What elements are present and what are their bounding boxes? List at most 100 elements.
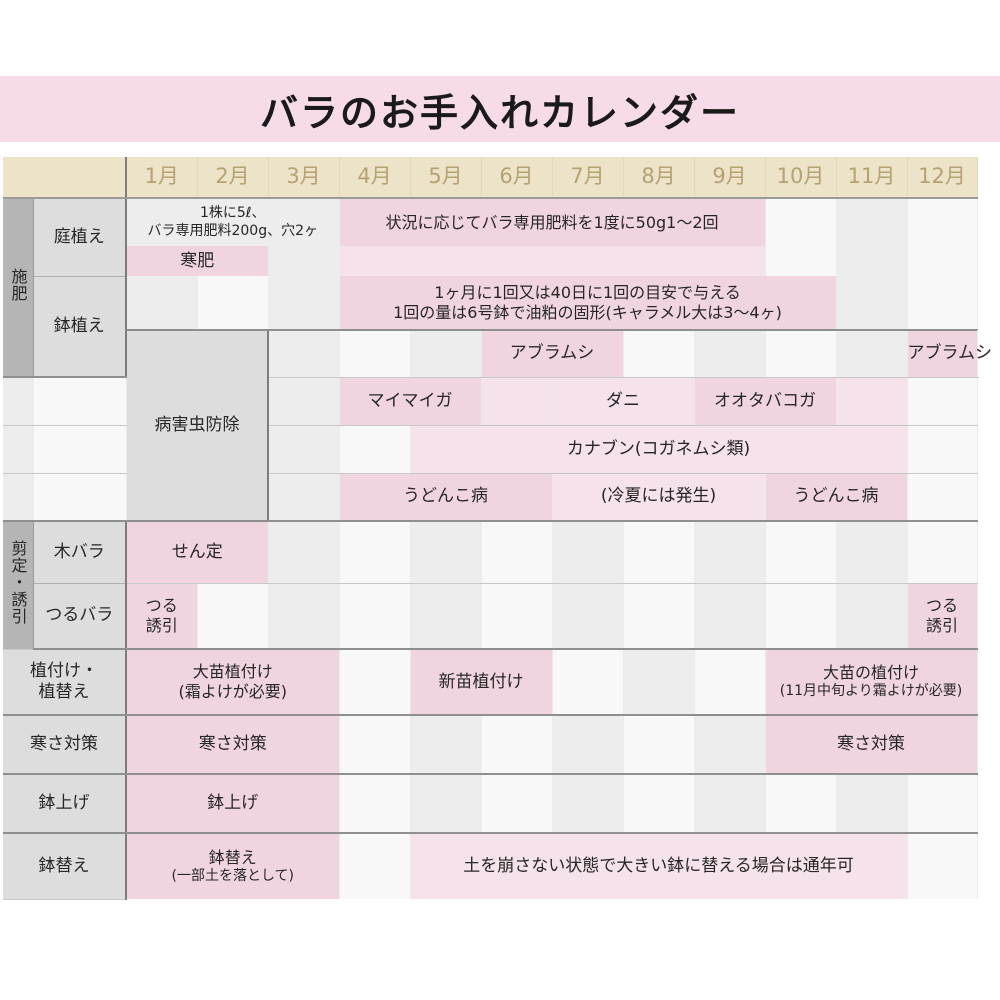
- section-label-fertilizer-text: 施肥: [8, 268, 28, 303]
- row-cold-protection: 寒さ対策 寒さ対策 寒さ対策: [3, 715, 978, 775]
- pest-aphid-autumn-text: アブラムシ: [907, 343, 993, 364]
- cell-kanpi-m11: [836, 246, 908, 276]
- row-garden-planting: 施肥 庭植え 1株に5ℓ、 バラ専用肥料200g、穴2ヶ 状況に応じてバラ専用肥…: [3, 198, 978, 378]
- cell-climb-m6: [481, 583, 553, 650]
- cell-potup-m10: [765, 774, 837, 834]
- cell-plant-m8: [623, 649, 695, 716]
- month-header-6: 6月: [481, 157, 553, 199]
- cell-kanpi-m12: [907, 246, 978, 276]
- cell-pest2-m3: [268, 377, 340, 426]
- cell-bush-m12: [907, 521, 978, 584]
- cell-bush-m6: [481, 521, 553, 584]
- cell-pot-m1: [126, 276, 198, 331]
- row-kanpi-strip: 寒肥: [3, 246, 978, 276]
- cell-fert-garden-m11: [836, 198, 908, 246]
- cell-pest1-m8: [765, 330, 837, 378]
- cell-repot-m4: [339, 833, 411, 899]
- cell-pest2-m1: [3, 377, 34, 426]
- cell-pest-maimaiga: マイマイガ: [339, 377, 482, 426]
- cell-kanpi-m3: [268, 246, 340, 276]
- cell-potup-m12: [907, 774, 978, 834]
- kanpi-text: 寒肥: [180, 250, 215, 271]
- cell-pest-kanabun: カナブン(コガネムシ類): [410, 425, 908, 474]
- row-potting-up: 鉢上げ 鉢上げ: [3, 774, 978, 834]
- cell-pest3-m4: [339, 425, 411, 474]
- cell-bush-m5: [410, 521, 482, 584]
- cell-climb-m11: [836, 583, 908, 650]
- plant-oonae-winter-line2: (霜よけが必要): [178, 682, 288, 701]
- cell-fert-garden-m10: [765, 198, 837, 246]
- cell-plant-oonae-winter: 大苗植付け (霜よけが必要): [126, 649, 340, 716]
- cell-fert-garden-winter: 1株に5ℓ、 バラ専用肥料200g、穴2ヶ: [126, 198, 340, 246]
- cell-pest3-m1: [3, 425, 34, 474]
- cell-cold-winter-early: 寒さ対策: [126, 715, 340, 775]
- cold-winter-late-text: 寒さ対策: [837, 734, 905, 755]
- section-label-pruning-text: 剪定・誘引: [8, 540, 28, 626]
- cell-cold-m7: [552, 715, 624, 775]
- cell-cold-m9: [694, 715, 766, 775]
- cell-fert-garden-m12: [907, 198, 978, 246]
- row-pest-4: うどんこ病 (冷夏には発生) うどんこ病: [3, 473, 978, 522]
- month-header-9: 9月: [694, 157, 766, 199]
- row-label-pest-control: 病害虫防除: [126, 330, 269, 522]
- cell-climb-m10: [765, 583, 837, 650]
- cell-kanpi-spacer-season: [339, 246, 766, 276]
- row-bush-rose: 剪定・誘引 木バラ せん定: [3, 521, 978, 650]
- month-header-3: 3月: [268, 157, 340, 199]
- repot-winter-line2: (一部土を落として): [171, 867, 294, 884]
- cell-potup-m4: [339, 774, 411, 834]
- cell-pest2-m2: [33, 377, 127, 426]
- cell-repot-winter: 鉢替え (一部土を落として): [126, 833, 340, 899]
- cell-pot-m2: [197, 276, 269, 331]
- month-header-8: 8月: [623, 157, 695, 199]
- calendar-table: 1月 2月 3月 4月 5月 6月 7月 8月 9月 10月 11月 12月 施…: [3, 157, 992, 900]
- cell-plant-oonae-autumn: 大苗の植付け (11月中旬より霜よけが必要): [765, 649, 978, 716]
- cell-pest-dani: ダニ: [552, 377, 695, 426]
- month-header-1: 1月: [126, 157, 198, 199]
- row-label-planting-line1: 植付け・: [30, 660, 98, 681]
- repot-allyear-text: 土を崩さない状態で大きい鉢に替える場合は通年可: [463, 856, 854, 877]
- row-label-garden-planting: 庭植え: [33, 198, 127, 277]
- cell-climb-m8: [623, 583, 695, 650]
- cell-pot-m3: [268, 276, 340, 331]
- cell-pest3-m12: [907, 425, 978, 474]
- header-corner: [3, 157, 127, 199]
- pest-maimaiga-text: マイマイガ: [367, 390, 453, 411]
- cell-potup-m11: [836, 774, 908, 834]
- cell-climb-m7: [552, 583, 624, 650]
- cell-pest-aphid-autumn: アブラムシ: [907, 330, 992, 378]
- cell-potup-m9: [694, 774, 766, 834]
- cell-pot-feeding: 1ヶ月に1回又は40日に1回の目安で与える 1回の量は6号鉢で油粕の固形(キャラ…: [339, 276, 837, 331]
- cell-pest1-m7: [694, 330, 766, 378]
- cell-pot-m12: [907, 276, 978, 331]
- page-title: バラのお手入れカレンダー: [259, 90, 740, 135]
- cell-potup-m5: [410, 774, 482, 834]
- plant-oonae-winter-line1: 大苗植付け: [192, 662, 273, 681]
- cell-pot-m11: [836, 276, 908, 331]
- cell-pest1-m3: [410, 330, 482, 378]
- cell-pest-ootabakoga: オオタバコガ: [694, 377, 837, 426]
- cell-kanpi-m10: [765, 246, 837, 276]
- cell-potup-m7: [552, 774, 624, 834]
- month-header-2: 2月: [197, 157, 269, 199]
- cell-pest4-m3: [268, 473, 340, 522]
- pot-feeding-line1: 1ヶ月に1回又は40日に1回の目安で与える: [434, 282, 741, 302]
- month-header-10: 10月: [765, 157, 837, 199]
- cell-kanpi: 寒肥: [126, 246, 269, 276]
- pest-udonko-spring-text: うどんこ病: [403, 486, 488, 507]
- title-banner: バラのお手入れカレンダー: [0, 76, 1000, 142]
- cell-cold-m4: [339, 715, 411, 775]
- row-planting: 植付け・ 植替え 大苗植付け (霜よけが必要) 新苗植付け 大苗の植付け: [3, 649, 978, 716]
- cell-pest1-m2: [339, 330, 411, 378]
- cell-bush-m7: [552, 521, 624, 584]
- climb-train-jan-line1: つる: [145, 595, 178, 615]
- cell-pest4-m1: [3, 473, 34, 522]
- prune-sentei-text: せん定: [171, 541, 223, 562]
- cell-cold-winter-late: 寒さ対策: [765, 715, 978, 775]
- cell-potup-m8: [623, 774, 695, 834]
- row-pot-planting: 鉢植え 1ヶ月に1回又は40日に1回の目安で与える 1回の量は6号鉢で油粕の固形…: [3, 276, 978, 378]
- cell-pest3-m3: [268, 425, 340, 474]
- cell-pest2-m11: [836, 377, 908, 426]
- row-label-potting-up: 鉢上げ: [3, 774, 127, 834]
